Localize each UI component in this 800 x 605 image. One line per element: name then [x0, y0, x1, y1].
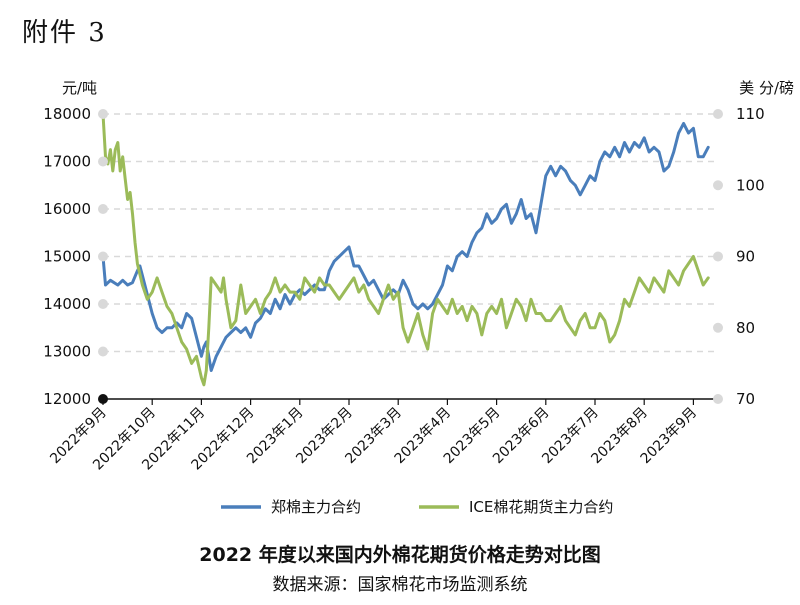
series-line-ice-cotton	[101, 112, 710, 387]
left-tick-label: 16000	[43, 200, 91, 218]
left-tick-label: 15000	[43, 248, 91, 266]
legend: 郑棉主力合约 ICE棉花期货主力合约	[221, 498, 613, 516]
left-tick-marker	[98, 299, 108, 309]
left-tick-marker	[98, 346, 108, 357]
left-tick-label: 13000	[43, 343, 91, 361]
grid-layer	[103, 113, 718, 353]
right-tick-marker	[713, 251, 723, 262]
axis-layer: 元/吨 美 分/磅	[62, 79, 794, 400]
left-tick-marker	[98, 156, 108, 167]
right-axis-label: 美 分/磅	[739, 79, 794, 97]
series-layer	[101, 112, 710, 387]
right-tick-label: 80	[736, 319, 755, 337]
chart-title: 2022 年度以来国内外棉花期货价格走势对比图	[199, 544, 601, 566]
left-tick-label: 14000	[43, 295, 91, 313]
left-tick-marker	[98, 251, 108, 262]
left-tick-label: 12000	[43, 390, 91, 408]
right-tick-marker	[713, 394, 723, 404]
attachment-label: 附件 3	[22, 18, 107, 48]
left-axis-label: 元/吨	[62, 79, 97, 97]
right-tick-marker	[713, 109, 723, 119]
right-tick-label: 70	[736, 390, 755, 408]
legend-label: ICE棉花期货主力合约	[469, 498, 613, 516]
left-tick-marker	[98, 204, 108, 214]
right-tick-marker	[713, 322, 723, 333]
right-tick-label: 110	[736, 105, 765, 123]
tick-layer: 12000 13000 14000 15000 16000 17000 18000 70 80 9…	[43, 105, 764, 473]
left-tick-marker	[98, 109, 108, 119]
chart-source: 数据来源：国家棉花市场监测系统	[272, 575, 528, 595]
left-tick-label: 17000	[43, 153, 91, 171]
right-tick-marker	[713, 180, 723, 191]
right-tick-label: 90	[736, 248, 755, 266]
left-tick-label: 18000	[43, 105, 91, 123]
legend-label: 郑棉主力合约	[271, 498, 361, 516]
right-tick-label: 100	[736, 176, 765, 194]
